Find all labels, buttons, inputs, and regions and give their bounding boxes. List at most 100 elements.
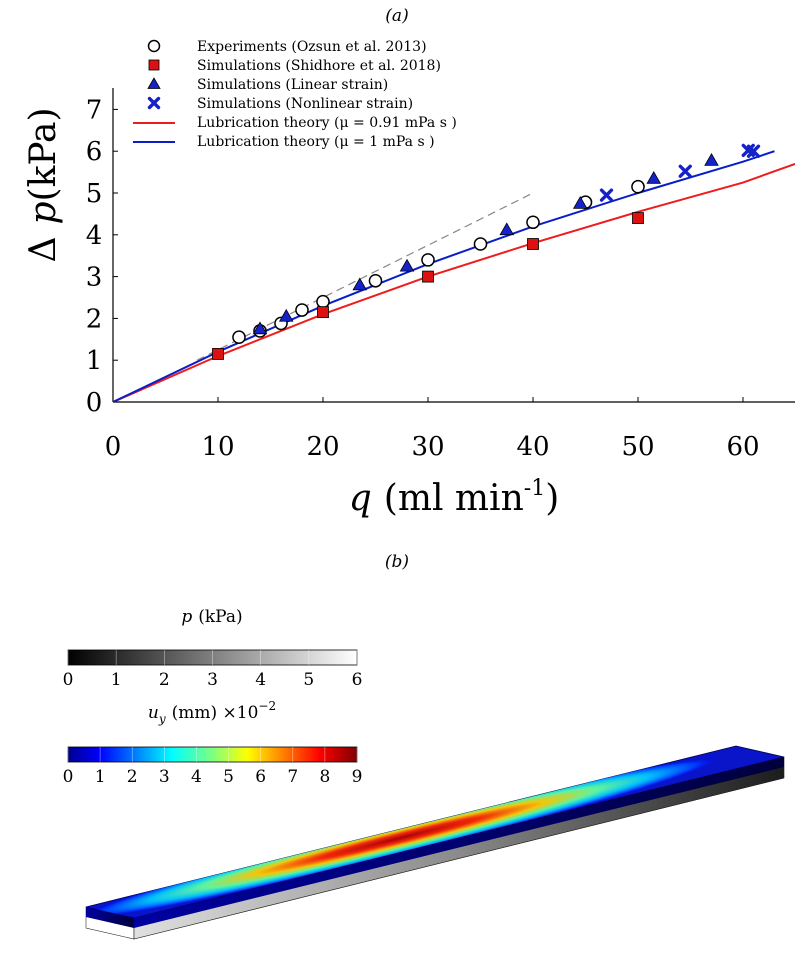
chart-ticks: 0 10 20 30 40 50 60 0 1 2 3 4 5 6 7 <box>86 95 760 462</box>
legend-label: Simulations (Nonlinear strain) <box>197 96 413 112</box>
colorbar-tick-label: 7 <box>287 767 298 787</box>
data-point-triangle <box>352 277 368 291</box>
colorbar-pressure: p (kPa) 0 1 2 3 4 5 6 <box>63 607 363 690</box>
legend-label: Simulations (Linear strain) <box>197 77 388 93</box>
x-tick-label: 0 <box>105 432 122 462</box>
panel-a-label: (a) <box>385 6 408 26</box>
y-tick-label: 2 <box>86 304 103 334</box>
colorbar-pressure-title: p (kPa) <box>181 607 242 627</box>
displacement-field-blob <box>86 757 721 918</box>
colorbar-tick-label: 8 <box>319 767 330 787</box>
data-point-cross <box>746 144 761 158</box>
y-tick-label: 3 <box>86 263 103 293</box>
colorbar-tick-label: 5 <box>303 670 314 690</box>
y-tick-label: 6 <box>86 137 103 167</box>
chart-legend: Experiments (Ozsun et al. 2013) Simulatio… <box>133 39 457 150</box>
data-point-circle <box>295 303 309 317</box>
data-point-triangle <box>499 222 515 236</box>
legend-label: Simulations (Shidhore et al. 2018) <box>197 58 441 74</box>
y-tick-label: 5 <box>86 179 103 209</box>
colorbar-tick-label: 4 <box>255 670 266 690</box>
y-axis-prefix: Δ <box>23 237 64 263</box>
colorbar-displacement-unit: (mm) ×10 <box>172 703 259 723</box>
y-tick-label: 1 <box>86 346 103 376</box>
y-axis-title: Δp(kPa) <box>23 107 64 262</box>
x-axis-unit-sup: -1 <box>524 476 545 501</box>
x-axis-var: q <box>349 478 372 519</box>
data-point-triangle <box>252 321 268 335</box>
colorbar-tick-label: 0 <box>63 670 74 690</box>
colorbar-pressure-var: p <box>181 607 192 627</box>
legend-swatch-circle <box>147 39 161 53</box>
x-tick-label: 30 <box>411 432 444 462</box>
colorbar-tick-label: 1 <box>95 767 106 787</box>
colorbar-displacement-sub: y <box>158 712 166 726</box>
x-axis-unit-close: ) <box>545 478 559 519</box>
colorbar-displacement-bar <box>67 746 358 763</box>
colorbar-tick-label: 6 <box>255 767 266 787</box>
data-point-square <box>317 306 329 319</box>
data-point-triangle <box>278 308 294 322</box>
x-axis-title: q (ml min-1) <box>349 476 560 519</box>
legend-label: Experiments (Ozsun et al. 2013) <box>197 39 427 55</box>
colorbar-pressure-unit: (kPa) <box>198 607 242 627</box>
colorbar-displacement: uy (mm) ×10−2 0 1 2 3 4 5 6 7 8 9 <box>63 699 363 787</box>
x-tick-label: 60 <box>726 432 759 462</box>
colorbar-pressure-ticks: 0 1 2 3 4 5 6 <box>63 650 363 690</box>
chart-axes <box>112 88 795 403</box>
colorbar-displacement-var: u <box>148 703 159 723</box>
series-line <box>113 150 775 402</box>
x-tick-label: 10 <box>201 432 234 462</box>
colorbar-tick-label: 5 <box>223 767 234 787</box>
colorbar-tick-label: 9 <box>352 767 363 787</box>
colorbar-tick-label: 4 <box>191 767 202 787</box>
data-point-circle <box>631 179 645 194</box>
data-point-circle <box>232 330 246 345</box>
colorbar-tick-label: 3 <box>207 670 218 690</box>
data-point-circle <box>473 237 488 251</box>
y-tick-label: 0 <box>86 388 103 418</box>
panel-b-label: (b) <box>385 552 409 572</box>
data-point-cross <box>599 188 614 202</box>
legend-swatch-cross <box>147 96 161 110</box>
data-point-square <box>212 348 224 360</box>
y-tick-label: 4 <box>86 221 103 251</box>
data-point-square <box>632 212 644 224</box>
data-point-square <box>527 238 539 250</box>
legend-label: Lubrication theory (μ = 1 mPa s ) <box>197 134 435 150</box>
data-point-triangle <box>704 152 719 166</box>
colorbar-tick-label: 0 <box>63 767 74 787</box>
colorbar-tick-label: 1 <box>111 670 122 690</box>
x-tick-label: 20 <box>306 432 339 462</box>
chart-series <box>113 143 795 402</box>
colorbar-tick-label: 3 <box>159 767 170 787</box>
legend-swatch-triangle <box>147 77 161 89</box>
x-tick-label: 40 <box>516 432 549 462</box>
colorbar-tick-label: 6 <box>352 670 363 690</box>
channel-3d-render <box>85 745 785 940</box>
data-point-circle <box>526 215 540 230</box>
data-point-cross <box>678 164 692 178</box>
colorbar-displacement-ticks: 0 1 2 3 4 5 6 7 8 9 <box>63 747 363 787</box>
colorbar-displacement-sup: −2 <box>258 699 276 713</box>
series-line <box>113 162 795 402</box>
x-axis-unit: (ml min <box>384 478 524 519</box>
data-point-triangle <box>399 258 415 272</box>
displacement-field <box>86 757 721 918</box>
legend-label: Lubrication theory (μ = 0.91 mPa s ) <box>197 115 457 131</box>
x-tick-label: 50 <box>621 432 654 462</box>
legend-swatch-square <box>148 59 160 71</box>
colorbar-tick-label: 2 <box>127 767 138 787</box>
channel-blue-edge-front <box>134 757 784 928</box>
y-axis-var: p <box>23 201 64 224</box>
data-point-circle <box>421 253 435 267</box>
data-point-circle <box>368 273 383 288</box>
channel-blue-edge-left <box>86 907 134 928</box>
y-axis-unit: (kPa) <box>23 107 64 201</box>
data-point-circle <box>316 294 330 309</box>
y-tick-label: 7 <box>86 95 103 125</box>
colorbar-tick-label: 2 <box>159 670 170 690</box>
data-point-triangle <box>572 196 588 209</box>
data-point-square <box>422 270 434 283</box>
